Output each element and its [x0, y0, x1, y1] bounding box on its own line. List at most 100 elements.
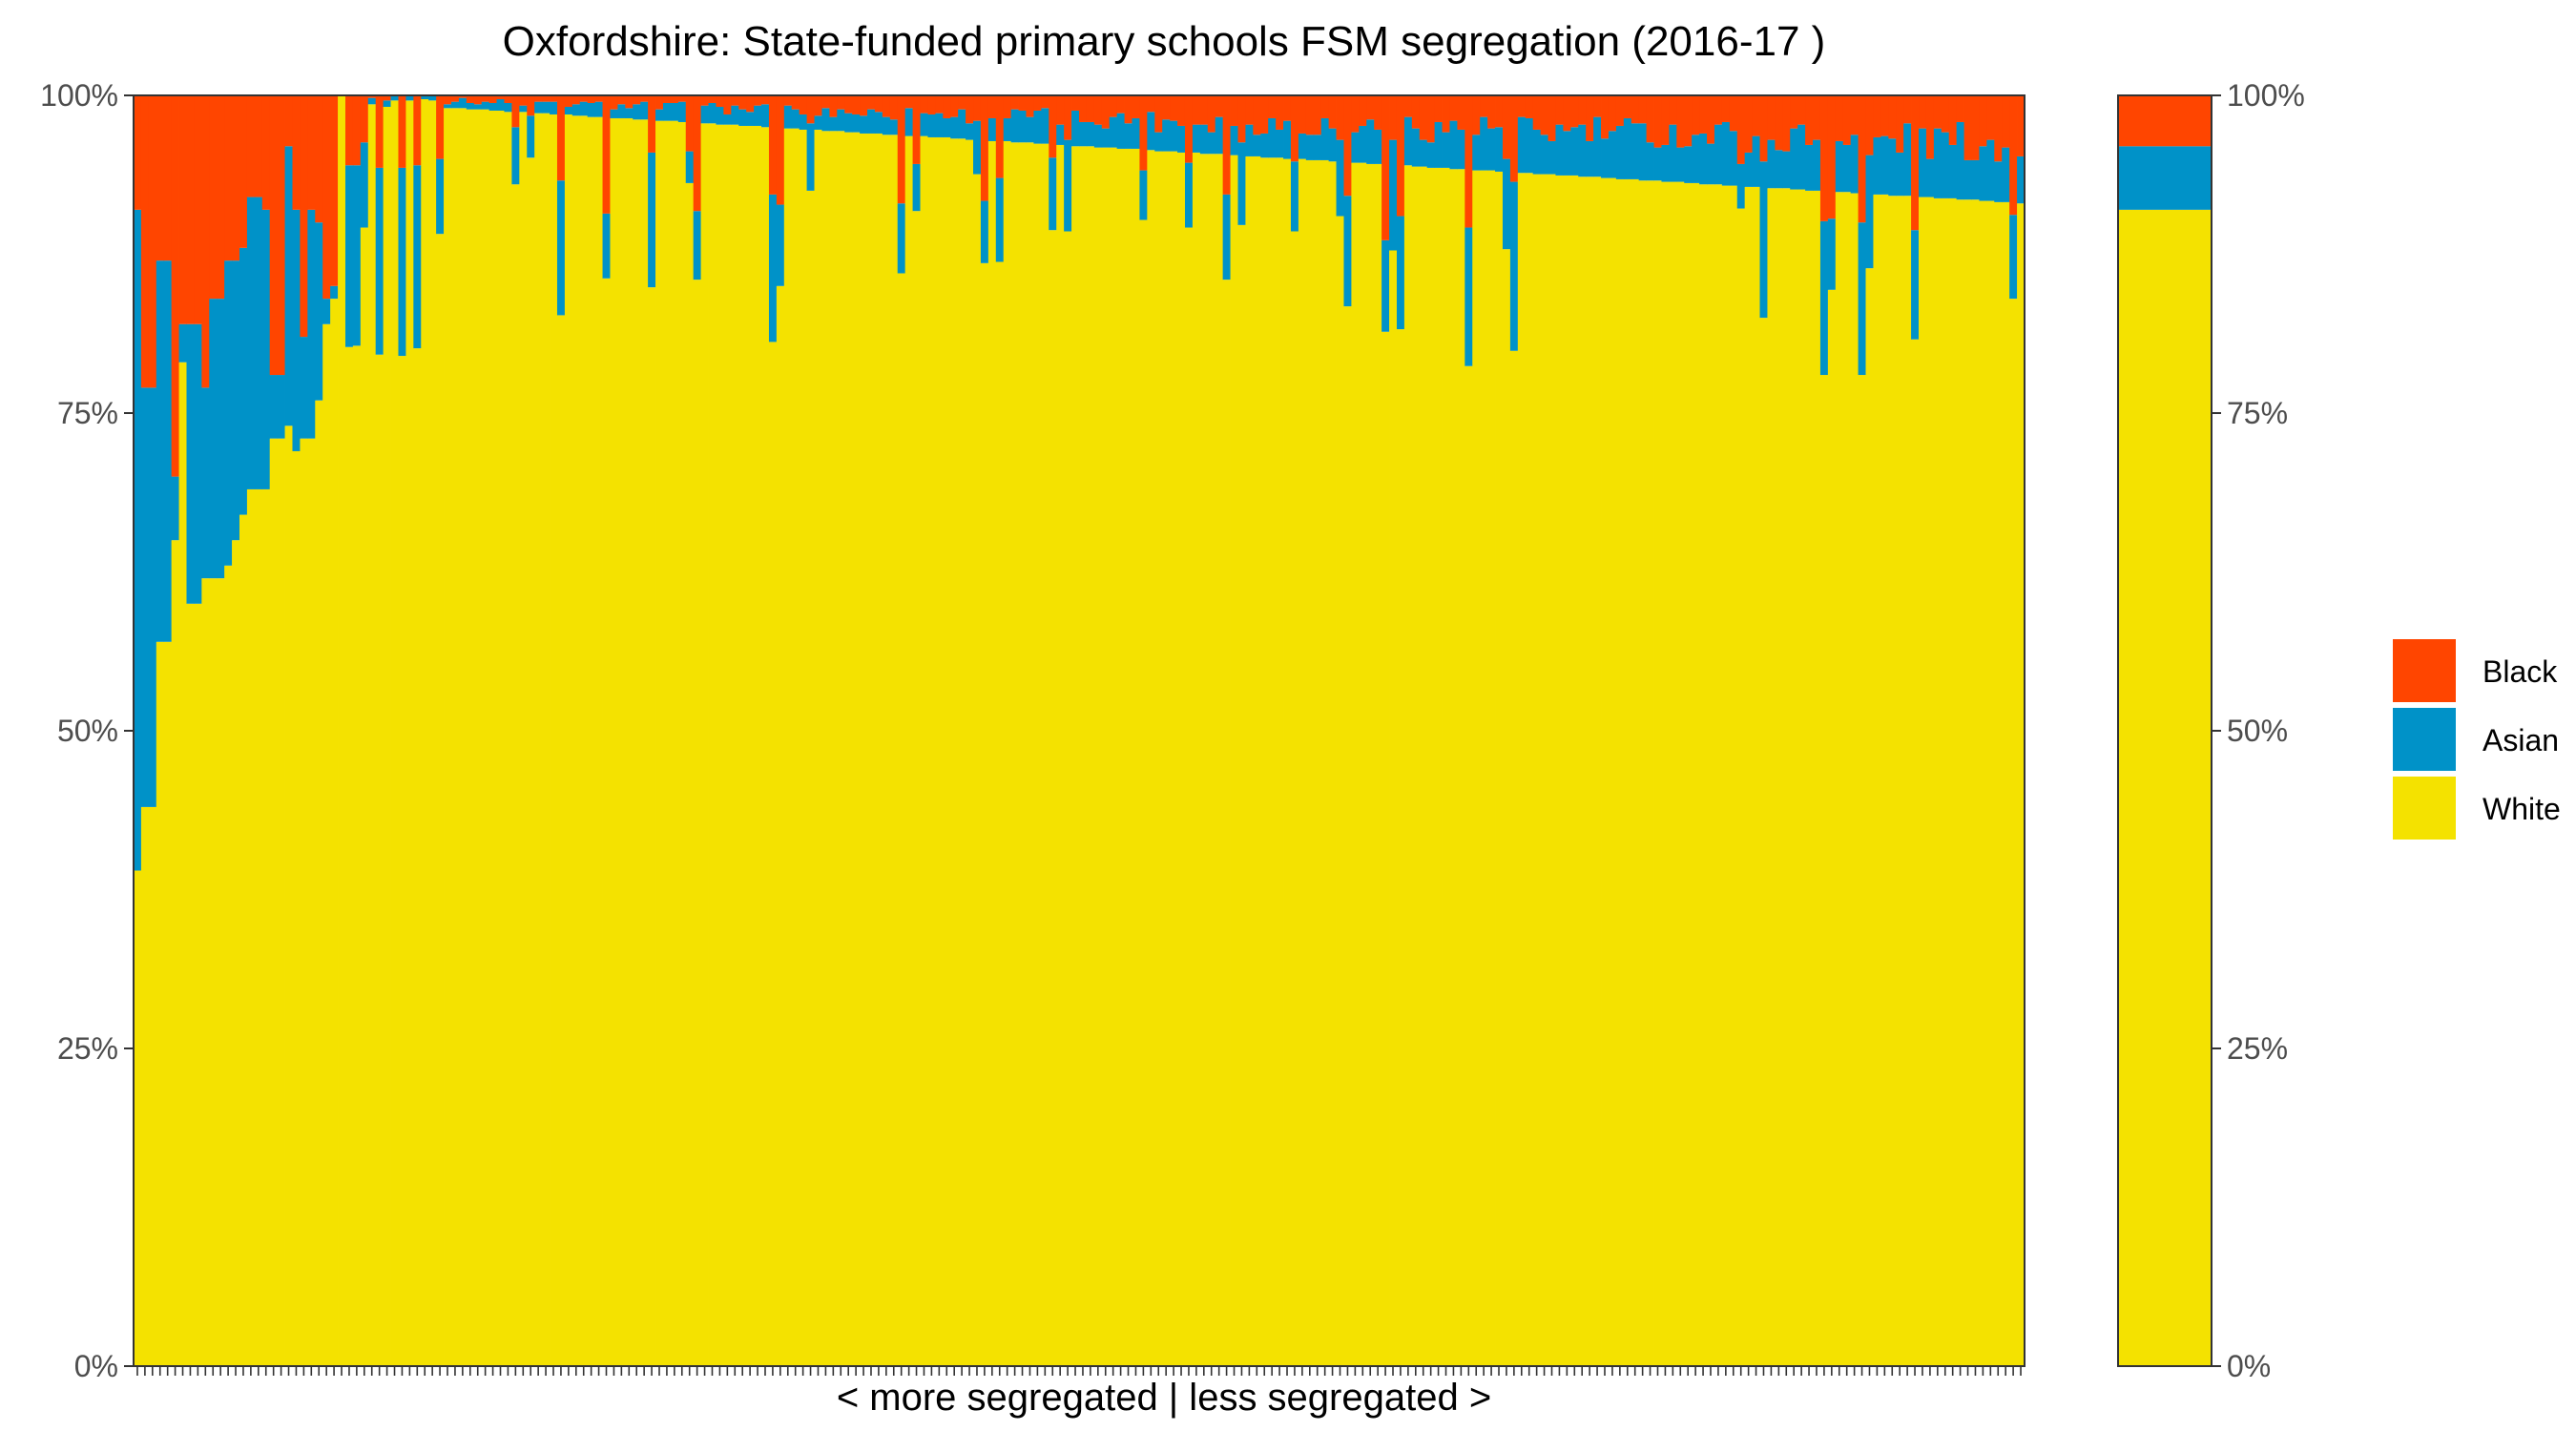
- bar-segment-black: [1601, 95, 1610, 139]
- bar-segment-black: [1729, 95, 1738, 132]
- bar-segment-white: [481, 109, 490, 1366]
- school-bar: [1933, 95, 1942, 1366]
- school-bar: [1245, 95, 1254, 1367]
- bar-segment-white: [943, 136, 951, 1367]
- bar-segment-asian: [670, 102, 679, 121]
- bar-segment-white: [950, 138, 959, 1366]
- bar-segment-asian: [1049, 157, 1057, 231]
- bar-segment-black: [178, 95, 187, 324]
- bar-segment-asian: [571, 104, 581, 116]
- bar-segment-white: [1744, 186, 1753, 1366]
- bar-segment-white: [867, 133, 876, 1367]
- bar-segment-asian: [315, 222, 323, 401]
- bar-segment-black: [1109, 95, 1118, 117]
- bar-segment-white: [1729, 185, 1738, 1366]
- bar-segment-black: [398, 95, 406, 168]
- bar-segment-white: [677, 121, 687, 1367]
- bar-segment-white: [1253, 156, 1261, 1367]
- bar-segment-asian: [746, 112, 755, 126]
- bar-segment-white: [829, 131, 838, 1366]
- bar-segment-black: [564, 95, 573, 107]
- bar-segment-white: [1880, 194, 1889, 1366]
- bar-segment-asian: [1147, 112, 1155, 151]
- bar-segment-asian: [1593, 116, 1602, 177]
- school-bar: [2002, 95, 2010, 1366]
- bar-segment-white: [1093, 147, 1103, 1367]
- school-bar: [1509, 95, 1519, 1367]
- school-bar: [1207, 95, 1216, 1366]
- bar-segment-white: [1608, 177, 1617, 1367]
- y-tick-label: 0%: [74, 1349, 118, 1383]
- bar-segment-white: [1041, 143, 1049, 1366]
- bar-segment-white: [897, 273, 906, 1367]
- bar-segment-white: [1586, 176, 1594, 1366]
- bar-segment-black: [292, 95, 301, 210]
- bar-segment-asian: [261, 209, 271, 489]
- bar-segment-black: [1880, 95, 1889, 136]
- bar-segment-white: [1283, 158, 1292, 1367]
- school-bar: [1888, 95, 1897, 1367]
- bar-segment-asian: [1426, 142, 1436, 168]
- bar-segment-white: [360, 227, 369, 1366]
- bar-segment-black: [542, 95, 551, 102]
- bar-segment-white: [1260, 157, 1269, 1366]
- bar-segment-asian: [224, 260, 233, 566]
- bar-segment-black: [1064, 95, 1072, 140]
- bar-segment-asian: [2009, 215, 2018, 300]
- bar-segment-asian: [488, 102, 497, 111]
- bar-segment-asian: [1586, 140, 1594, 177]
- bar-segment-white: [1813, 190, 1821, 1366]
- bar-segment-white: [1162, 151, 1171, 1367]
- bar-segment-black: [1132, 95, 1140, 118]
- bar-segment-black: [556, 95, 566, 181]
- bar-segment-black: [1374, 95, 1382, 130]
- school-bar: [178, 95, 187, 1367]
- bar-segment-white: [1971, 199, 1980, 1367]
- bar-segment-white: [1827, 289, 1837, 1366]
- bar-segment-white: [1653, 180, 1662, 1367]
- bar-segment-asian: [814, 115, 822, 130]
- bar-segment-asian: [987, 117, 997, 141]
- bar-segment-asian: [1041, 108, 1049, 144]
- bar-segment-asian: [927, 114, 936, 137]
- bar-segment-black: [1608, 95, 1617, 132]
- school-bar: [1979, 95, 1987, 1366]
- bar-segment-black: [1154, 95, 1163, 133]
- bar-segment-black: [1911, 95, 1920, 231]
- bar-segment-white: [398, 356, 406, 1366]
- school-bar: [1403, 95, 1413, 1366]
- bar-segment-black: [1578, 95, 1587, 125]
- bar-segment-white: [1184, 227, 1194, 1366]
- school-bar: [1714, 95, 1723, 1367]
- bar-segment-black: [1396, 95, 1405, 217]
- school-bar: [277, 95, 285, 1366]
- bar-segment-black: [1093, 95, 1103, 125]
- bar-segment-asian: [556, 180, 566, 316]
- bar-segment-asian: [1684, 146, 1693, 183]
- bar-segment-white: [716, 124, 724, 1366]
- bar-segment-asian: [1555, 124, 1564, 176]
- bar-segment-black: [201, 95, 210, 388]
- bar-segment-black: [1184, 95, 1194, 163]
- school-bar: [1132, 95, 1140, 1367]
- bar-segment-black: [1707, 95, 1715, 144]
- bar-segment-white: [791, 128, 800, 1366]
- school-bar: [504, 95, 512, 1367]
- bar-segment-black: [1290, 95, 1299, 162]
- bar-segment-white: [1805, 190, 1814, 1366]
- bar-segment-black: [1033, 95, 1042, 111]
- bar-segment-asian: [1608, 131, 1617, 178]
- bar-segment-asian: [1199, 124, 1209, 155]
- school-bar: [1154, 95, 1163, 1367]
- bar-segment-white: [1570, 175, 1579, 1366]
- bar-segment-asian: [421, 95, 429, 99]
- school-bar: [1124, 95, 1132, 1367]
- y-tick-label: 25%: [57, 1031, 118, 1066]
- school-bar: [1699, 95, 1708, 1367]
- bar-segment-white: [1139, 219, 1148, 1366]
- bar-segment-black: [246, 95, 256, 197]
- school-bar: [1116, 95, 1125, 1367]
- bar-segment-white: [201, 578, 210, 1366]
- bar-segment-white: [1056, 144, 1065, 1367]
- bar-segment-asian: [677, 101, 687, 122]
